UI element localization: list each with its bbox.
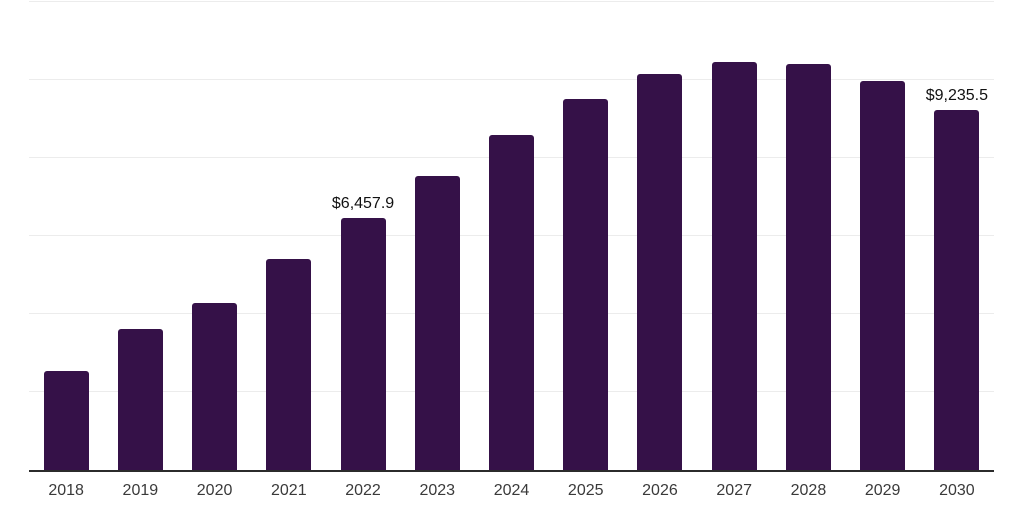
bar-2026[interactable] [637, 74, 683, 470]
x-tick-2023: 2023 [419, 482, 456, 499]
bar-2021[interactable] [266, 259, 312, 470]
bar-2025[interactable] [563, 99, 609, 470]
x-tick-2030: 2030 [939, 482, 975, 499]
x-tick-2029: 2029 [864, 482, 901, 499]
x-tick-2024: 2024 [493, 482, 530, 499]
bar-2027[interactable] [711, 61, 757, 470]
plot-area: $6,457.9 $9,235.5 [29, 1, 994, 472]
x-tick-2019: 2019 [122, 482, 159, 499]
x-tick-2018: 2018 [48, 482, 84, 499]
bar-2028[interactable] [785, 64, 831, 470]
x-axis-labels: 2018 2019 2020 2021 2022 2023 2024 2025 2026 2027… [29, 482, 994, 504]
x-tick-2027: 2027 [716, 482, 752, 499]
x-axis-line [29, 470, 994, 472]
bar-2024[interactable] [489, 134, 534, 470]
bar-2022[interactable] [340, 218, 386, 470]
bar-2019[interactable] [117, 329, 163, 470]
x-tick-2020: 2020 [196, 482, 233, 499]
bar-2018[interactable] [43, 370, 89, 470]
bar-2030[interactable] [934, 109, 980, 470]
bar-2023[interactable] [414, 175, 460, 470]
gridline-10000 [29, 79, 994, 80]
x-tick-2021: 2021 [271, 482, 307, 499]
x-tick-2025: 2025 [567, 482, 604, 499]
gridline-12000 [29, 1, 994, 2]
x-tick-2028: 2028 [790, 482, 827, 499]
data-label-2030: $9,235.5 [925, 86, 989, 104]
bar-2020[interactable] [192, 302, 238, 470]
x-tick-2022: 2022 [345, 482, 381, 499]
data-label-2022: $6,457.9 [331, 195, 395, 213]
bar-2029[interactable] [860, 81, 906, 470]
x-tick-2026: 2026 [642, 482, 678, 499]
